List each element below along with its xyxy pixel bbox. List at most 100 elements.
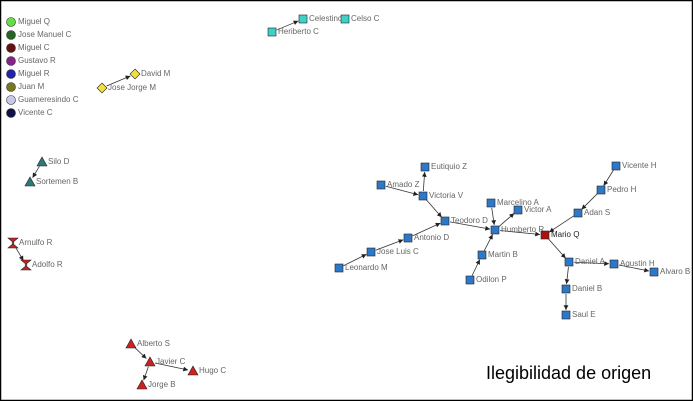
node [96,82,108,94]
edge [564,266,570,285]
node [144,356,156,367]
node-label: Daniel B [572,284,602,293]
node [298,14,308,24]
edge [343,253,367,267]
node-label: Antonio D [414,233,449,242]
edge [142,366,149,381]
edge [375,239,404,251]
edge [483,234,494,251]
node [596,185,606,195]
node-label: Daniel A [575,257,605,266]
node [376,180,386,190]
edge [412,222,441,237]
legend-label: Guameresindo C [18,95,79,104]
legend-label: Miguel Q [18,17,50,26]
edge [548,238,566,259]
node-label: Vicente H [622,161,657,170]
node-label: Heriberto C [278,27,319,36]
legend-label: Jose Manuel C [18,30,72,39]
edge [15,247,24,261]
edge [106,75,131,87]
legend-label: Vicente C [18,108,53,117]
legend-swatch [6,17,16,27]
node-label: Agustin H [620,259,655,268]
node-label: Jorge B [148,380,176,389]
node-label: Humberto R [501,225,544,234]
edge [498,212,515,228]
node-label: Arnulfo R [19,238,53,247]
node [403,233,413,243]
edge [499,230,541,237]
node-label: Jose Jorge M [108,83,156,92]
legend-swatch [6,82,16,92]
edge [449,221,491,231]
node [366,247,376,257]
edge [32,166,40,178]
edge [573,261,610,266]
node [187,365,199,376]
edge [421,171,427,192]
node-label: Adolfo R [32,260,63,269]
node-label: Hugo C [199,366,226,375]
node [465,275,475,285]
node [20,259,32,271]
node [36,156,48,167]
legend-swatch [6,108,16,118]
node [440,216,450,226]
node-label: Victor A [524,205,552,214]
node-label: Eutiquio Z [431,162,467,171]
node [540,230,550,240]
node-label: Pedro H [607,185,637,194]
edge [491,207,496,226]
legend-label: Gustavo R [18,56,56,65]
caption: Ilegibilidad de origen [486,363,651,383]
node [340,14,350,24]
node-label: Marcelino A [497,198,539,207]
node [420,162,430,172]
edge [276,20,299,31]
edge [603,170,614,186]
node [564,257,574,267]
node-label: Celso C [351,14,380,23]
node-label: Silo D [48,157,70,166]
node-label: Jose Luis C [377,247,419,256]
node-label: Adan S [584,208,610,217]
node [129,68,141,80]
edge [471,259,481,276]
edge [618,264,650,273]
edge [581,193,598,210]
node-label: Alberto S [137,339,170,348]
node-label: Mario Q [551,230,579,239]
node-label: David M [141,69,171,78]
legend-swatch [6,56,16,66]
node [418,191,428,201]
edge [548,215,575,233]
node [7,237,19,249]
node [136,379,148,390]
node-label: Saul E [572,310,596,319]
legend-swatch [6,69,16,79]
node [477,250,487,260]
node [573,208,583,218]
legend-swatch [6,30,16,40]
node [24,176,36,187]
legend-swatch [6,43,16,53]
legend-label: Miguel C [18,43,50,52]
edge [385,185,419,196]
node [649,267,659,277]
node [611,161,621,171]
edge [426,199,442,218]
node-label: Teodoro D [451,216,488,225]
node-label: Sortemen B [36,177,78,186]
node [513,205,523,215]
legend-label: Miguel R [18,69,50,78]
node-label: Martin B [488,250,518,259]
legend-swatch [6,95,16,105]
node-label: Victoria V [429,191,464,200]
node-label: Alvaro B [660,267,690,276]
node [609,259,619,269]
node-label: Javier C [156,357,186,366]
node [561,284,571,294]
